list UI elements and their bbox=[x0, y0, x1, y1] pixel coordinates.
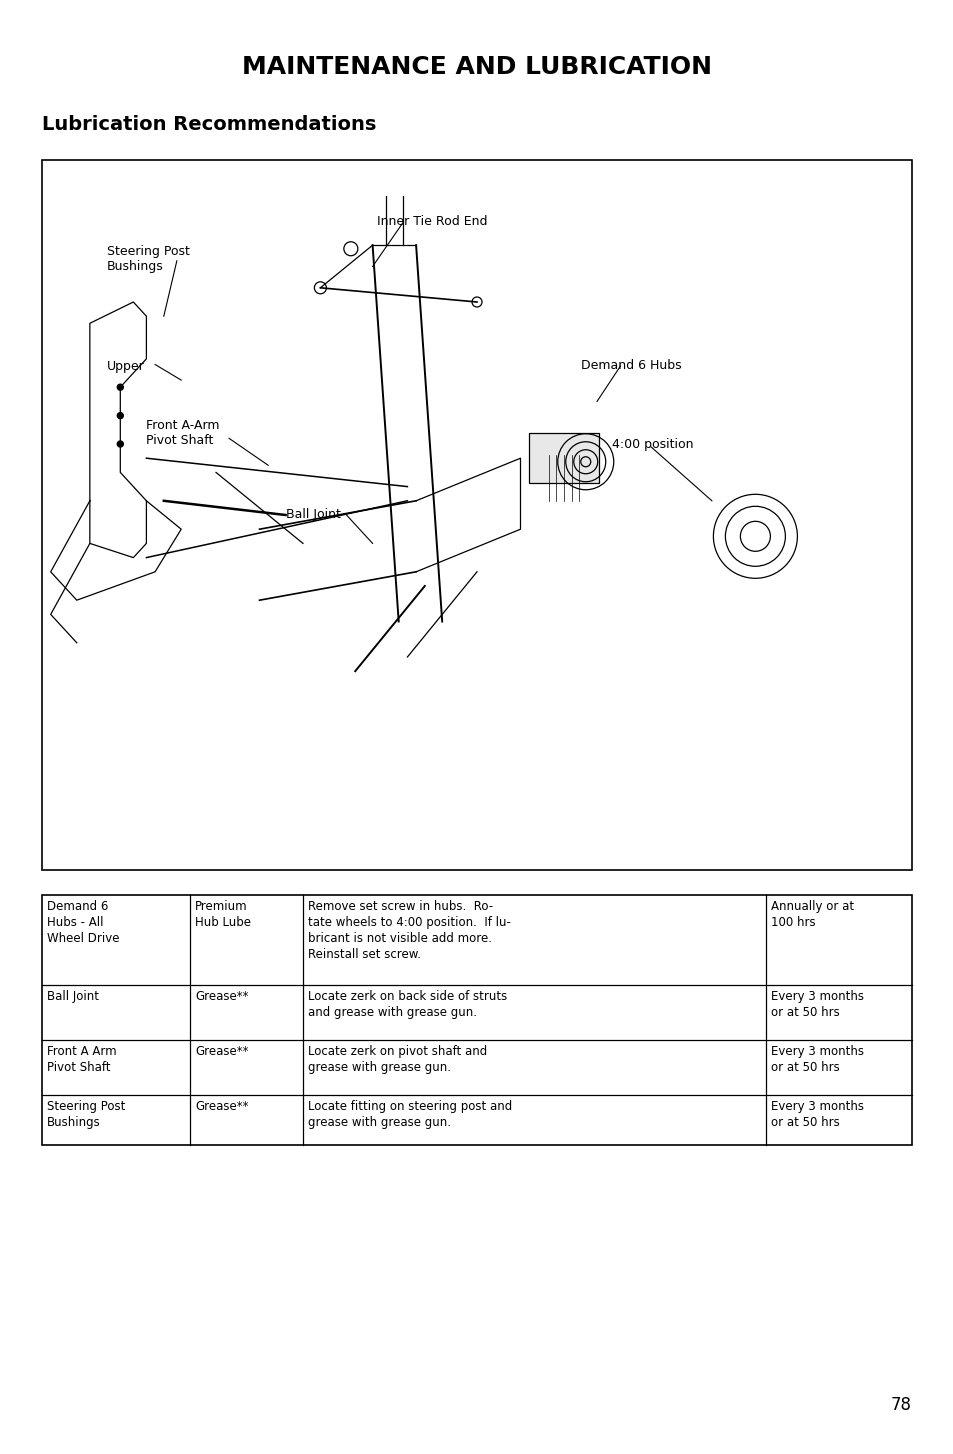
Text: Annually or at
100 hrs: Annually or at 100 hrs bbox=[770, 900, 853, 929]
Text: Ball Joint: Ball Joint bbox=[285, 507, 340, 521]
Bar bbox=[42, 160, 911, 869]
Text: Demand 6
Hubs - All
Wheel Drive: Demand 6 Hubs - All Wheel Drive bbox=[47, 900, 119, 945]
Text: Steering Post
Bushings: Steering Post Bushings bbox=[107, 246, 190, 273]
Text: Premium
Hub Lube: Premium Hub Lube bbox=[194, 900, 251, 929]
Circle shape bbox=[117, 441, 123, 446]
Text: Lubrication Recommendations: Lubrication Recommendations bbox=[42, 115, 376, 134]
Text: Grease**: Grease** bbox=[194, 1045, 248, 1059]
Text: 4:00 position: 4:00 position bbox=[611, 438, 693, 451]
Text: Upper: Upper bbox=[107, 361, 145, 374]
Text: Grease**: Grease** bbox=[194, 1101, 248, 1112]
Text: Every 3 months
or at 50 hrs: Every 3 months or at 50 hrs bbox=[770, 990, 863, 1019]
Text: Inner Tie Rod End: Inner Tie Rod End bbox=[376, 215, 487, 228]
Bar bbox=[42, 896, 911, 1144]
Text: Steering Post
Bushings: Steering Post Bushings bbox=[47, 1101, 125, 1128]
Text: Grease**: Grease** bbox=[194, 990, 248, 1003]
Text: Demand 6 Hubs: Demand 6 Hubs bbox=[580, 359, 681, 372]
Text: Locate zerk on back side of struts
and grease with grease gun.: Locate zerk on back side of struts and g… bbox=[308, 990, 507, 1019]
Circle shape bbox=[713, 494, 797, 579]
Text: Remove set screw in hubs.  Ro-
tate wheels to 4:00 position.  If lu-
bricant is : Remove set screw in hubs. Ro- tate wheel… bbox=[308, 900, 511, 961]
Circle shape bbox=[117, 413, 123, 419]
Circle shape bbox=[117, 384, 123, 390]
Text: Front A-Arm
Pivot Shaft: Front A-Arm Pivot Shaft bbox=[146, 419, 220, 448]
Text: MAINTENANCE AND LUBRICATION: MAINTENANCE AND LUBRICATION bbox=[242, 55, 711, 79]
Text: Ball Joint: Ball Joint bbox=[47, 990, 99, 1003]
Text: Locate zerk on pivot shaft and
grease with grease gun.: Locate zerk on pivot shaft and grease wi… bbox=[308, 1045, 487, 1075]
Text: Front A Arm
Pivot Shaft: Front A Arm Pivot Shaft bbox=[47, 1045, 116, 1075]
Text: 78: 78 bbox=[890, 1396, 911, 1413]
Bar bbox=[529, 433, 598, 483]
Text: Every 3 months
or at 50 hrs: Every 3 months or at 50 hrs bbox=[770, 1045, 863, 1075]
Text: Every 3 months
or at 50 hrs: Every 3 months or at 50 hrs bbox=[770, 1101, 863, 1128]
Circle shape bbox=[343, 241, 357, 256]
Text: Locate fitting on steering post and
grease with grease gun.: Locate fitting on steering post and grea… bbox=[308, 1101, 512, 1128]
